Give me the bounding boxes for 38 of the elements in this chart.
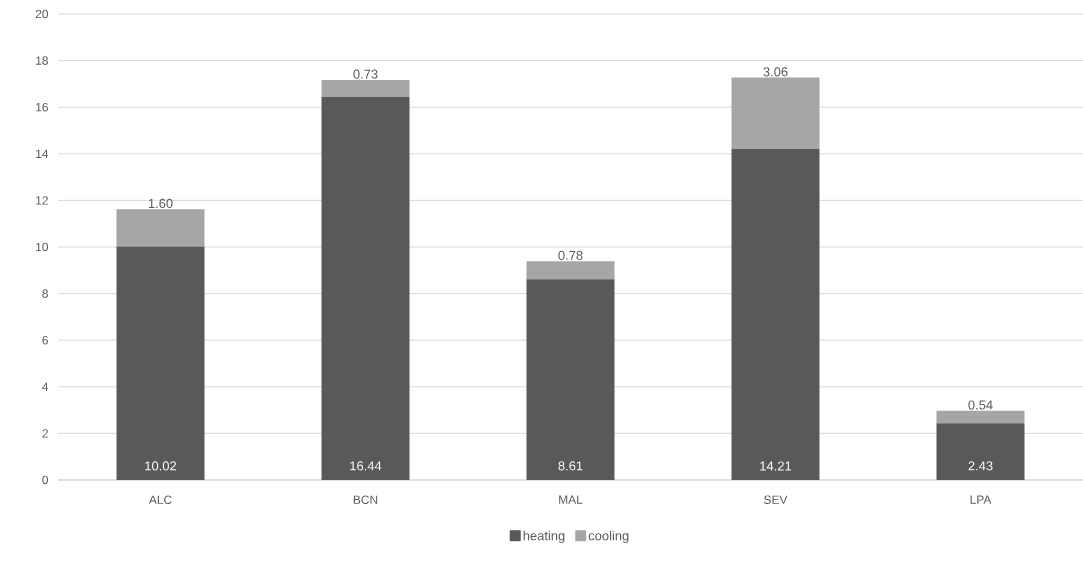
- data-label: 14.21: [760, 461, 792, 471]
- x-tick-label: BCN: [353, 495, 378, 504]
- y-tick-label: 0: [42, 475, 49, 485]
- bar: [321, 79, 410, 97]
- bar: [116, 246, 205, 480]
- bar: [526, 261, 615, 280]
- y-tick-label: 8: [42, 289, 48, 298]
- data-label: 8.61: [558, 461, 583, 471]
- data-label: 0.54: [968, 400, 993, 410]
- x-tick-label: MAL: [559, 495, 583, 504]
- y-tick-label: 6: [42, 335, 48, 345]
- data-label: 16.44: [350, 461, 382, 471]
- y-tick-label: 10: [36, 242, 49, 252]
- y-tick-label: 18: [36, 56, 48, 65]
- x-tick-label: SEV: [764, 495, 788, 504]
- data-label: 0.78: [558, 250, 583, 260]
- bar: [116, 209, 205, 247]
- y-tick-label: 12: [36, 196, 48, 205]
- bar: [731, 148, 820, 480]
- y-tick-label: 20: [35, 9, 49, 19]
- legend-label: heating: [523, 530, 565, 543]
- data-label: 0.73: [353, 69, 378, 79]
- y-tick-label: 4: [42, 382, 49, 391]
- bar: [731, 77, 820, 149]
- x-tick-label: ALC: [148, 495, 172, 504]
- data-label: 2.43: [968, 461, 993, 471]
- y-tick-label: 16: [36, 102, 48, 112]
- data-label: 10.02: [145, 461, 177, 471]
- bar: [936, 423, 1025, 480]
- bar: [936, 410, 1025, 424]
- x-tick-label: LPA: [970, 495, 992, 504]
- data-label: 3.06: [763, 67, 788, 77]
- y-tick-label: 14: [36, 149, 49, 158]
- data-label: 1.60: [148, 198, 173, 209]
- bar: [321, 96, 410, 480]
- bar: [526, 279, 615, 480]
- y-tick-label: 2: [42, 429, 48, 438]
- legend-label: cooling: [588, 530, 629, 543]
